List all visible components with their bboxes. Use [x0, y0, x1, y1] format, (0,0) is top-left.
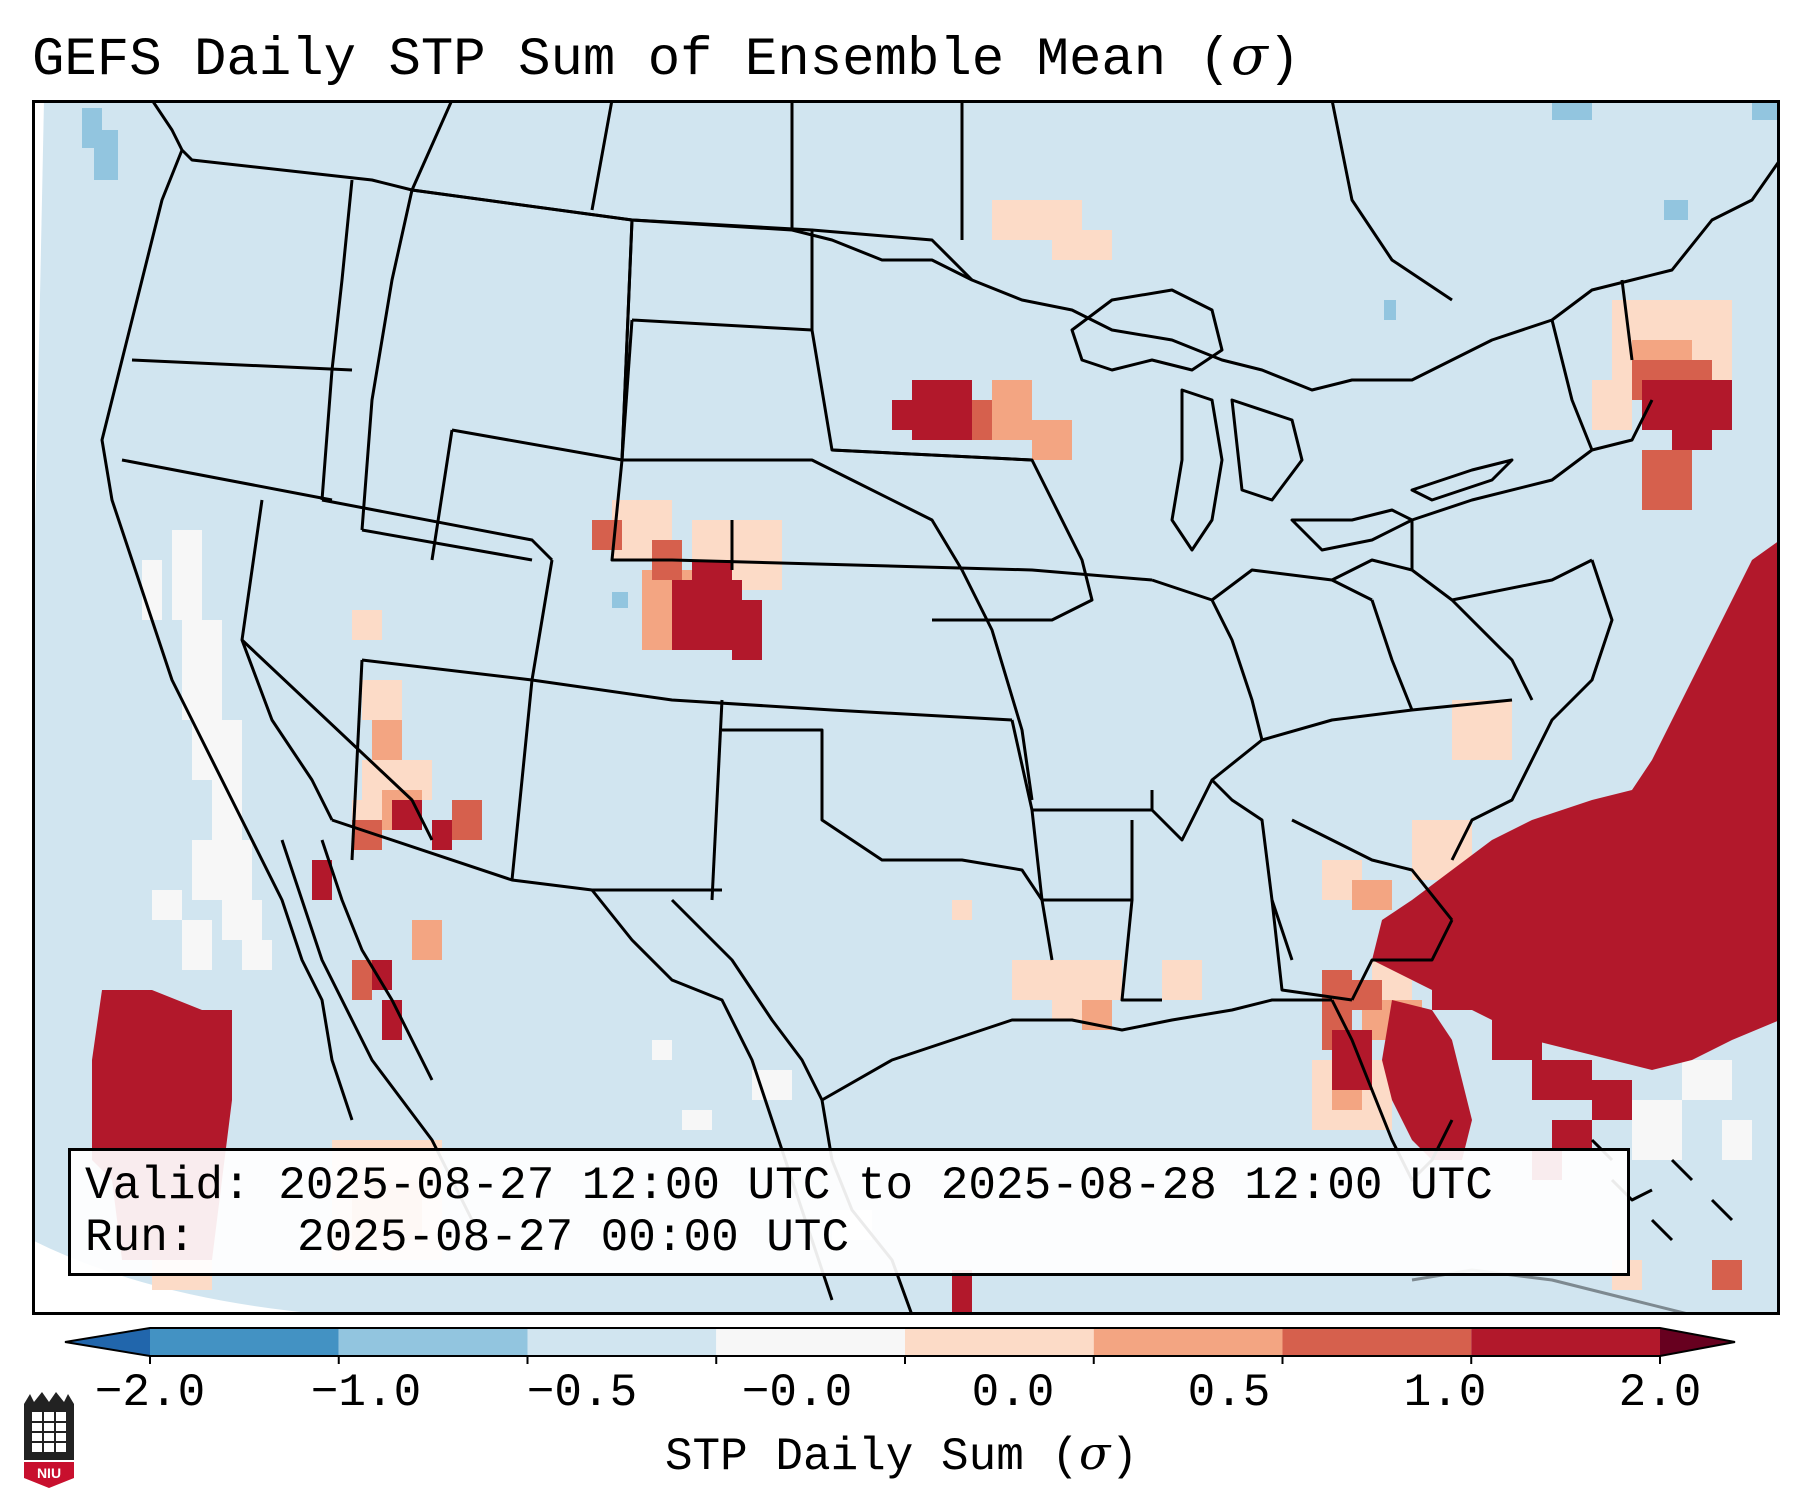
colorbar-label: STP Daily Sum (σ) [0, 1426, 1803, 1484]
run-line: Run: 2025-08-27 00:00 UTC [85, 1211, 849, 1265]
run-label: Run: [85, 1212, 196, 1264]
valid-value: 2025-08-27 12:00 UTC to 2025-08-28 12:00… [278, 1160, 1493, 1212]
colorbar-segment [905, 1328, 1094, 1356]
valid-run-info-box: Valid: 2025-08-27 12:00 UTC to 2025-08-2… [68, 1148, 1630, 1276]
map-title-close: ) [1267, 30, 1301, 91]
colorbar-label-close: ) [1110, 1431, 1139, 1483]
map-title: GEFS Daily STP Sum of Ensemble Mean (σ) [32, 24, 1300, 93]
colorbar-extend-low [65, 1328, 150, 1356]
colorbar-segment [1282, 1328, 1472, 1356]
colorbar-segment [1471, 1328, 1660, 1356]
colorbar-segment [338, 1328, 528, 1356]
niu-logo-icon: NIU [24, 1392, 74, 1488]
tick-label-4: 0.0 [971, 1367, 1055, 1419]
tick-label-7: 2.0 [1618, 1367, 1702, 1419]
colorbar [64, 1327, 1736, 1364]
tick-label-5: 0.5 [1187, 1367, 1271, 1419]
near-zero-cells [142, 530, 1752, 1240]
negative-cells [82, 100, 1780, 608]
colorbar-segment [1093, 1328, 1283, 1356]
valid-label: Valid: [85, 1160, 251, 1212]
tick-label-3: −0.0 [741, 1367, 853, 1419]
stp-map [32, 100, 1780, 1315]
map-outside-domain [32, 1240, 332, 1315]
niu-logo-text: NIU [37, 1465, 61, 1481]
colorbar-segment [716, 1328, 905, 1356]
map-title-sigma: σ [1231, 24, 1268, 87]
tick-label-0: −2.0 [94, 1367, 206, 1419]
colorbar-label-sigma: σ [1079, 1426, 1111, 1480]
valid-line: Valid: 2025-08-27 12:00 UTC to 2025-08-2… [85, 1159, 1493, 1213]
colorbar-label-text: STP Daily Sum ( [664, 1431, 1080, 1483]
colorbar-segment [527, 1328, 717, 1356]
tick-label-2: −0.5 [526, 1367, 638, 1419]
map-frame [32, 100, 1780, 1315]
map-background [32, 100, 1780, 1315]
run-value: 2025-08-27 00:00 UTC [297, 1212, 850, 1264]
colorbar-extend-high [1660, 1328, 1735, 1356]
tick-label-6: 1.0 [1403, 1367, 1487, 1419]
colorbar-segment [150, 1328, 339, 1356]
map-title-text: GEFS Daily STP Sum of Ensemble Mean ( [32, 30, 1231, 91]
tick-label-1: −1.0 [310, 1367, 422, 1419]
